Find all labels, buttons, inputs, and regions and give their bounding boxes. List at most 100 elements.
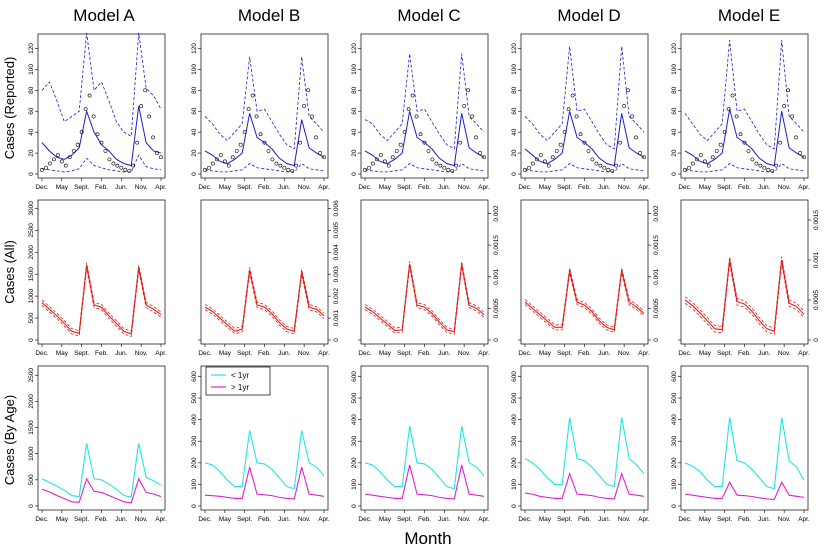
y-tick-label: 2000 [28, 394, 35, 409]
x-tick-label: Apr. [798, 350, 810, 357]
panel-C-all: 0 0.0005 0.001 0.0015 0.002 Dec. May Sept. Feb. J… [358, 199, 500, 357]
observed-point [746, 149, 751, 153]
x-tick-label: May [699, 350, 712, 357]
y-tick-label: 0 [493, 338, 500, 342]
observed-point [246, 107, 251, 112]
observed-point [706, 163, 711, 168]
x-tick-label: Dec. [198, 350, 212, 357]
observed-point [147, 114, 152, 119]
series-upper-bound [364, 53, 485, 150]
observed-point [695, 157, 699, 162]
y-tick-label: 20 [671, 149, 678, 157]
observed-point [542, 159, 547, 164]
observed-point [83, 107, 88, 112]
observed-point [382, 159, 387, 164]
panel-A-all: 0 500 1000 1500 2000 2500 3000 Dec. May Sept. Feb.… [28, 199, 167, 357]
observed-point [274, 161, 279, 166]
y-tick-label: 60 [191, 107, 198, 115]
y-tick-label: 0 [671, 504, 678, 508]
observed-point [738, 132, 743, 137]
y-tick-label: 80 [351, 86, 358, 94]
observed-point [478, 151, 482, 155]
observed-point [139, 104, 144, 108]
observed-point [523, 167, 527, 172]
observed-point [266, 149, 271, 153]
y-tick-label: 80 [671, 86, 678, 94]
observed-point [450, 168, 455, 173]
panel-A-reported: 0 20 40 60 80 100 120 Dec. May Sept. Feb. Jun. Nov. A… [28, 32, 167, 191]
column-title-e: Model E [718, 6, 780, 25]
x-tick-label: Feb. [578, 184, 591, 191]
x-tick-label: Dec. [358, 350, 372, 357]
x-axis-label: Month [404, 529, 451, 548]
y-tick-label: 100 [351, 479, 358, 490]
x-tick-label: Nov. [135, 350, 148, 357]
observed-point [238, 142, 243, 147]
observed-point [714, 149, 719, 153]
observed-point [462, 104, 467, 108]
column-title-b: Model B [238, 6, 300, 25]
y-tick-label: 60 [671, 107, 678, 115]
observed-point [131, 163, 136, 168]
x-tick-label: Sept. [717, 516, 732, 523]
x-tick-label: Sept. [397, 516, 412, 523]
y-tick-label: 0 [813, 338, 820, 342]
y-tick-label: 100 [28, 64, 35, 75]
x-tick-label: Sept. [397, 350, 412, 357]
y-tick-label: 0.006 [333, 200, 340, 217]
y-tick-label: 0.0015 [813, 210, 820, 230]
observed-point [454, 163, 459, 168]
y-tick-label: 400 [351, 414, 358, 425]
y-tick-label: 100 [671, 64, 678, 75]
x-tick-label: Jun. [438, 184, 450, 191]
x-tick-label: Jun. [758, 516, 770, 523]
observed-point [470, 114, 475, 119]
observed-point [143, 88, 148, 93]
observed-point [438, 163, 443, 168]
x-tick-label: Feb. [95, 350, 108, 357]
x-tick-label: Apr. [638, 516, 650, 523]
series-lower-bound [364, 163, 485, 173]
series-lower-bound [364, 266, 485, 335]
y-tick-label: 3000 [28, 201, 35, 216]
x-tick-label: Dec. [678, 350, 692, 357]
observed-point [203, 167, 207, 172]
x-tick-label: Apr. [155, 516, 167, 523]
y-tick-label: 0.001 [333, 310, 340, 327]
observed-point [371, 161, 375, 166]
observed-point [294, 163, 299, 168]
x-tick-label: Jun. [115, 184, 127, 191]
y-tick-label: 0.004 [333, 244, 340, 261]
observed-point [422, 140, 427, 145]
x-tick-label: Jun. [115, 350, 127, 357]
y-tick-label: 0 [351, 172, 358, 176]
y-tick-label: 2000 [28, 245, 35, 260]
x-tick-label: Dec. [35, 184, 49, 191]
series-fit [41, 105, 162, 167]
x-tick-label: Dec. [518, 350, 532, 357]
observed-point [586, 149, 591, 153]
observed-point [554, 149, 559, 153]
observed-point [151, 135, 155, 140]
x-tick-label: Apr. [798, 184, 810, 191]
series-all-cases [684, 259, 805, 332]
x-tick-label: Apr. [478, 516, 490, 523]
observed-point [363, 167, 367, 172]
observed-point [302, 104, 307, 108]
series-under-1yr [524, 417, 645, 488]
y-tick-label: 0 [28, 504, 35, 508]
x-tick-label: May [219, 184, 232, 191]
x-tick-label: Apr. [318, 184, 330, 191]
y-tick-label: 20 [351, 149, 358, 157]
panel-C-reported: 0 20 40 60 80 100 120 Dec. May Sept. Feb. Jun. Nov. A… [351, 33, 490, 191]
y-tick-label: 120 [511, 43, 518, 54]
panel-D-byage: 0 100 200 300 400 500 600 Dec. May Sept. Feb. Jun. N… [511, 365, 650, 523]
observed-point [218, 153, 223, 158]
y-tick-label: 500 [28, 474, 35, 485]
observed-point [135, 140, 140, 145]
panel-frame [520, 199, 649, 345]
y-tick-label: 20 [28, 149, 35, 157]
observed-point [314, 135, 318, 140]
observed-point [778, 140, 783, 145]
observed-point [570, 93, 575, 98]
